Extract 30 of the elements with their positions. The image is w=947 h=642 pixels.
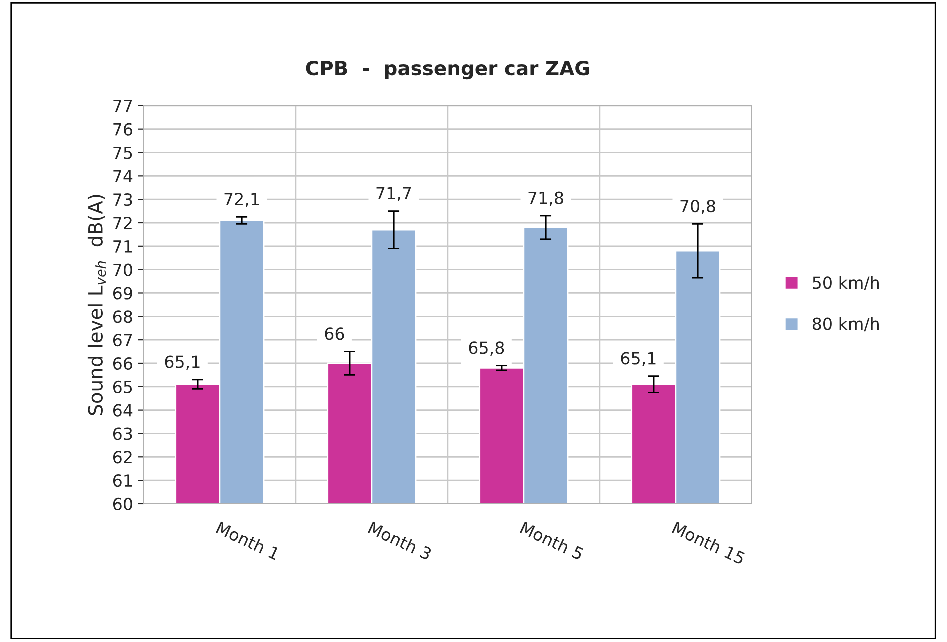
data-label: 71,8	[528, 192, 564, 206]
data-label: 70,8	[680, 200, 716, 214]
legend-label: 50 km/h	[813, 276, 879, 291]
data-label: 65,8	[469, 342, 504, 356]
data-label: 65,1	[165, 356, 200, 370]
y-tick-label: 75	[114, 146, 132, 160]
y-tick-label: 68	[113, 310, 132, 324]
y-tick-label: 63	[113, 428, 132, 440]
y-axis-title: Sound level L$_{veh}$ dB(A)	[88, 195, 106, 416]
y-tick-label: 62	[113, 451, 132, 464]
chart-title: CPB - passenger car ZAG	[306, 60, 590, 80]
y-tick-label: 66	[113, 357, 132, 370]
legend-label: 80 km/h	[812, 317, 879, 332]
data-label: 65,1	[621, 352, 656, 366]
y-tick-label: 76	[114, 123, 132, 136]
data-label: 71,7	[376, 187, 412, 202]
y-tick-label: 65	[113, 380, 132, 394]
y-tick-label: 60	[113, 498, 132, 511]
y-tick-label: 77	[114, 100, 132, 112]
y-tick-label: 69	[113, 287, 132, 300]
y-tick-label: 74	[114, 170, 133, 183]
y-tick-label: 61	[113, 474, 132, 488]
y-tick-label: 67	[113, 334, 132, 347]
data-label: 66	[325, 328, 344, 340]
y-tick-label: 70	[114, 264, 132, 276]
y-tick-label: 72	[114, 216, 132, 230]
data-label: 72,1	[224, 192, 259, 208]
y-tick-label: 64	[113, 404, 133, 417]
y-tick-label: 73	[114, 194, 132, 206]
y-tick-label: 71	[114, 240, 132, 253]
